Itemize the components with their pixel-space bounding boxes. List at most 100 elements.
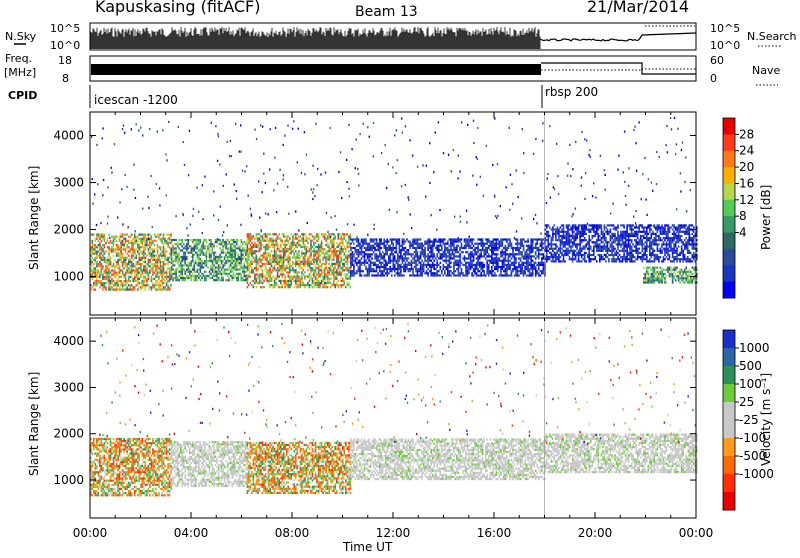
data-cell xyxy=(361,249,363,251)
data-cell xyxy=(560,241,562,243)
data-cell xyxy=(333,252,335,254)
data-cell xyxy=(306,248,308,250)
data-cell xyxy=(236,239,238,241)
data-cell xyxy=(192,239,194,241)
data-cell xyxy=(599,226,601,228)
data-cell xyxy=(315,235,317,237)
data-cell xyxy=(131,289,133,291)
data-cell xyxy=(210,256,212,258)
data-cell xyxy=(265,252,267,254)
data-cell xyxy=(438,241,440,243)
data-cell xyxy=(449,238,451,240)
data-cell xyxy=(493,245,495,247)
data-cell xyxy=(247,248,249,250)
data-cell xyxy=(524,251,526,253)
data-cell xyxy=(331,242,333,244)
data-cell xyxy=(303,246,305,248)
data-cell xyxy=(300,235,302,237)
data-cell xyxy=(297,271,299,273)
data-cell xyxy=(631,256,633,258)
data-cell xyxy=(607,241,609,243)
data-cell xyxy=(476,262,478,264)
data-cell xyxy=(536,249,538,251)
data-cell xyxy=(298,265,300,267)
data-cell xyxy=(99,253,101,255)
data-cell xyxy=(420,262,422,264)
data-cell xyxy=(149,261,151,263)
data-cell xyxy=(602,246,604,248)
data-cell xyxy=(558,237,560,239)
data-cell xyxy=(152,284,154,286)
data-cell xyxy=(327,271,329,273)
data-cell xyxy=(122,274,124,276)
data-cell xyxy=(298,259,300,261)
data-cell xyxy=(408,249,410,251)
data-cell xyxy=(414,255,416,257)
data-cell xyxy=(593,258,595,260)
data-cell xyxy=(486,264,488,266)
data-cell xyxy=(500,253,502,255)
data-cell xyxy=(477,238,479,240)
data-cell xyxy=(181,245,183,247)
data-cell xyxy=(142,286,144,288)
data-cell xyxy=(598,235,600,237)
data-cell xyxy=(160,284,162,286)
data-cell xyxy=(471,251,473,253)
data-cell xyxy=(186,277,188,279)
data-cell xyxy=(152,265,154,267)
data-cell xyxy=(300,261,302,263)
data-cell xyxy=(529,247,531,249)
data-cell xyxy=(275,263,277,265)
data-cell xyxy=(406,268,408,270)
data-cell xyxy=(236,262,238,264)
data-cell xyxy=(429,257,431,259)
data-cell xyxy=(348,242,350,244)
data-cell xyxy=(95,246,97,248)
data-cell xyxy=(257,244,259,246)
data-cell xyxy=(206,258,208,260)
data-cell xyxy=(374,264,376,266)
data-cell xyxy=(517,249,519,251)
data-cell xyxy=(236,279,238,281)
data-cell xyxy=(251,254,253,256)
data-cell xyxy=(116,284,118,286)
data-cell xyxy=(197,254,199,256)
data-cell xyxy=(605,260,607,262)
data-cell xyxy=(450,238,452,240)
data-cell xyxy=(254,261,256,263)
data-cell xyxy=(265,257,267,259)
data-cell xyxy=(637,254,639,256)
data-cell xyxy=(312,263,314,265)
data-cell xyxy=(333,284,335,286)
data-cell xyxy=(304,254,306,256)
data-cell xyxy=(140,238,142,240)
data-cell xyxy=(468,243,470,245)
data-cell xyxy=(145,242,147,244)
data-cell xyxy=(96,236,98,238)
data-cell xyxy=(396,251,398,253)
data-cell xyxy=(631,250,633,252)
data-cell xyxy=(588,256,590,258)
data-cell xyxy=(488,266,490,268)
nsearch-label: N.Search xyxy=(747,30,797,43)
data-cell xyxy=(523,274,525,276)
data-cell xyxy=(458,274,460,276)
data-cell xyxy=(280,240,282,242)
data-cell xyxy=(524,255,526,257)
data-cell xyxy=(566,243,568,245)
data-cell xyxy=(426,272,428,274)
data-cell xyxy=(283,233,285,235)
data-cell xyxy=(373,262,375,264)
data-cell xyxy=(231,252,233,254)
data-cell xyxy=(128,284,130,286)
data-cell xyxy=(358,266,360,268)
data-cell xyxy=(119,267,121,269)
data-cell xyxy=(493,247,495,249)
data-cell xyxy=(377,245,379,247)
data-cell xyxy=(421,270,423,272)
data-cell xyxy=(418,260,420,262)
data-cell xyxy=(411,262,413,264)
data-cell xyxy=(260,273,262,275)
data-cell xyxy=(263,257,265,259)
data-cell xyxy=(385,251,387,253)
